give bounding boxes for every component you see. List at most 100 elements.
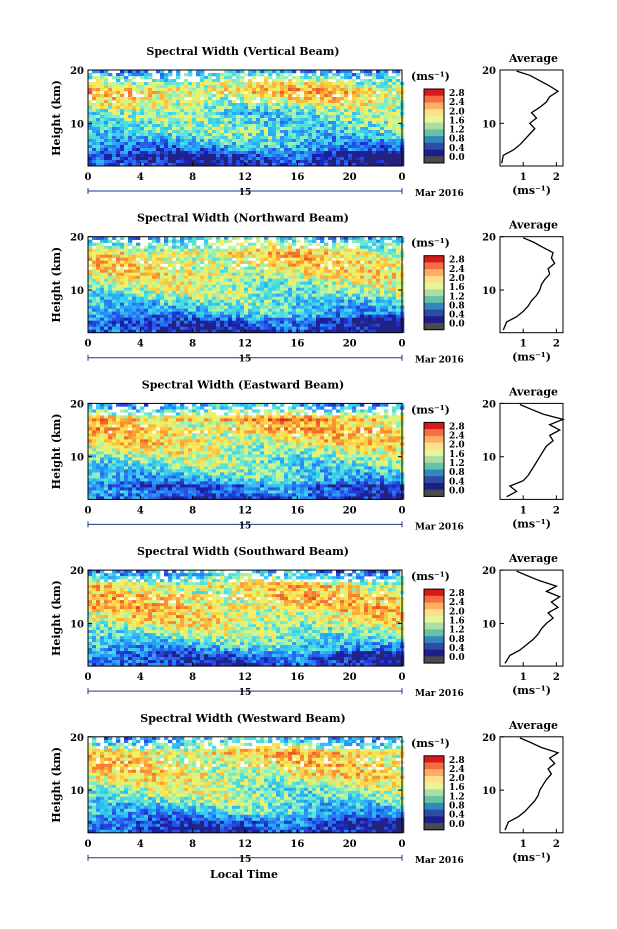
heatmap-cell [296,160,301,164]
heatmap-cell [212,314,217,318]
heatmap-cell [276,76,281,80]
heatmap-cell [132,139,137,143]
heatmap-cell [256,106,261,110]
heatmap-cell [104,329,109,333]
heatmap-cell [308,133,313,137]
heatmap-cell [224,290,229,294]
heatmap-cell [232,115,237,119]
heatmap-cell [332,290,337,294]
heatmap-cell [260,281,265,285]
heatmap-cell [360,85,365,89]
heatmap-cell [104,115,109,119]
heatmap-cell [112,160,117,164]
heatmap-cell [332,145,337,149]
heatmap-cell [340,118,345,122]
heatmap-cell [380,239,385,243]
heatmap-cell [340,91,345,95]
heatmap-cell [176,76,181,80]
heatmap-cell [276,275,281,279]
heatmap-cell [296,329,301,333]
heatmap-cell [88,275,93,279]
heatmap-cell [380,403,385,407]
heatmap-cell [280,130,285,134]
heatmap-cell [92,115,97,119]
heatmap-cell [352,139,357,143]
heatmap-cell [148,73,153,77]
heatmap-cell [168,100,173,104]
heatmap-cell [324,145,329,149]
heatmap-cell [184,121,189,125]
heatmap-cell [112,163,117,167]
heatmap-cell [136,73,141,77]
heatmap-cell [328,290,333,294]
heatmap-cell [344,103,349,107]
heatmap-cell [120,311,125,315]
heatmap-cell [384,275,389,279]
heatmap-cell [100,403,105,407]
heatmap-cell [164,239,169,243]
heatmap-cell [320,329,325,333]
heatmap-cell [392,296,397,300]
heatmap-cell [128,275,133,279]
heatmap-cell [364,73,369,77]
heatmap-cell [296,260,301,264]
heatmap-cell [136,305,141,309]
heatmap-cell [220,130,225,134]
heatmap-cell [124,308,129,312]
heatmap-cell [348,287,353,291]
heatmap-cell [112,323,117,327]
heatmap-cell [264,85,269,89]
heatmap-cell [104,293,109,297]
heatmap-cell [204,269,209,273]
heatmap-cell [304,290,309,294]
heatmap-cell [120,299,125,303]
heatmap-cell [364,269,369,273]
heatmap-cell [116,163,121,167]
heatmap-cell [300,323,305,327]
heatmap-cell [276,266,281,270]
heatmap-cell [160,112,165,116]
heatmap-cell [284,70,289,74]
heatmap-cell [312,275,317,279]
heatmap-cell [336,97,341,101]
heatmap-cell [272,70,277,74]
heatmap-cell [144,293,149,297]
heatmap-cell [328,91,333,95]
heatmap-cell [196,284,201,288]
heatmap-cell [160,257,165,261]
heatmap-cell [356,278,361,282]
heatmap-cell [292,130,297,134]
heatmap-cell [380,160,385,164]
heatmap-cell [152,251,157,255]
heatmap-cell [148,323,153,327]
heatmap-cell [96,82,101,86]
heatmap-cell [236,305,241,309]
heatmap-cell [224,403,229,407]
heatmap-cell [332,311,337,315]
heatmap-cell [264,248,269,252]
heatmap-cell [228,254,233,258]
heatmap-cell [372,73,377,77]
heatmap-cell [256,314,261,318]
heatmap-cell [284,118,289,122]
heatmap-cell [228,127,233,131]
heatmap-cell [304,257,309,261]
heatmap-cell [192,121,197,125]
heatmap-cell [204,251,209,255]
heatmap-cell [316,163,321,167]
heatmap-cell [388,142,393,146]
heatmap-cell [372,305,377,309]
heatmap-cell [92,106,97,110]
heatmap-cell [192,308,197,312]
heatmap-cell [260,106,265,110]
heatmap-cell [88,254,93,258]
heatmap-cell [112,320,117,324]
heatmap-cell [308,287,313,291]
heatmap-cell [244,73,249,77]
heatmap-cell [268,148,273,152]
heatmap-cell [156,269,161,273]
heatmap-cell [148,130,153,134]
heatmap-cell [236,85,241,89]
heatmap-cell [248,275,253,279]
heatmap-cell [204,154,209,158]
